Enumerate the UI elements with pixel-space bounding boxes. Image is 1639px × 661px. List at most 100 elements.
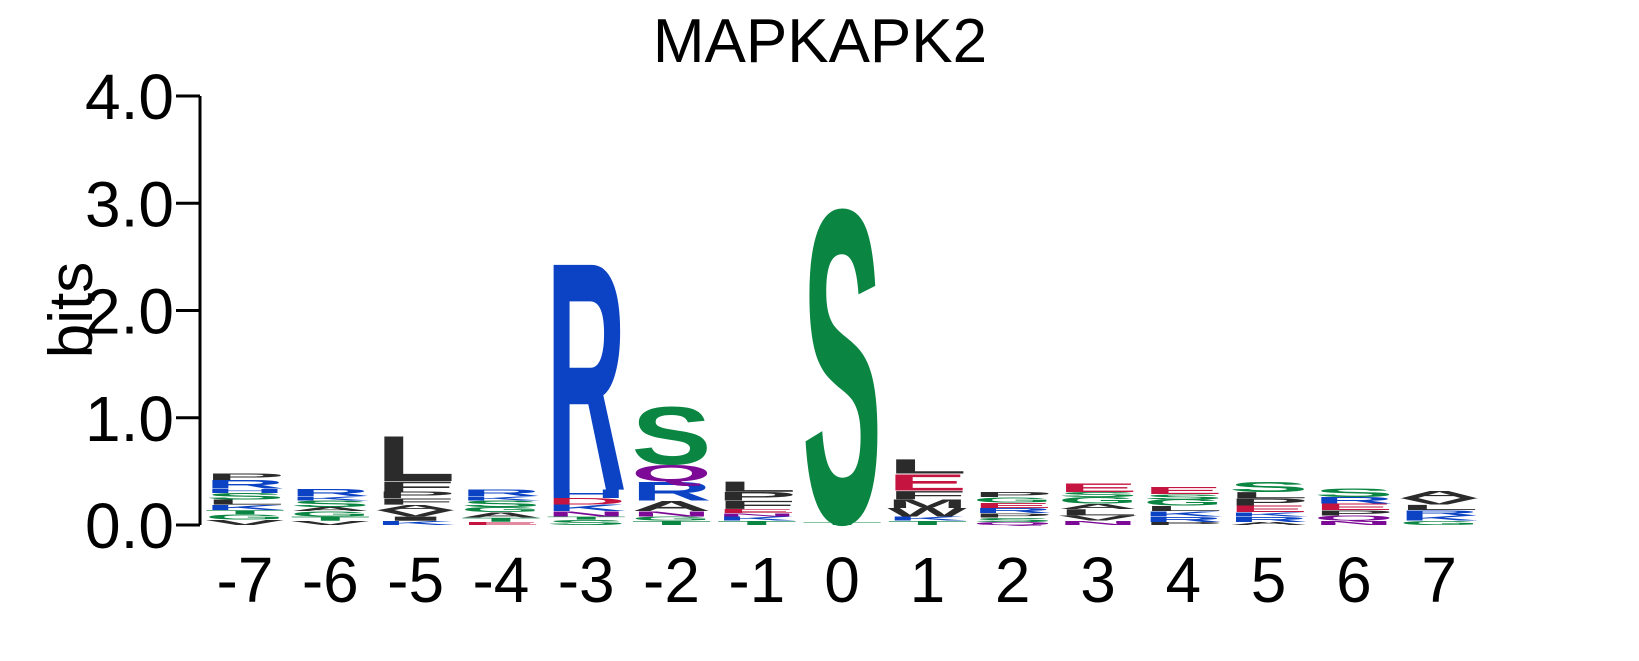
x-tick-label: 5 [1251,544,1287,616]
x-tick-label: 7 [1421,544,1457,616]
logo-stack: TS [802,116,882,617]
logo-glyph: T [717,520,797,527]
logo-glyph: L [376,422,456,495]
logo-glyph: V [1399,497,1479,507]
logo-glyph: T [632,520,712,527]
logo-glyph: R [632,477,712,507]
logo-glyph: A [376,503,456,511]
x-tick-label: -7 [217,544,274,616]
logo-glyph: I [376,515,456,522]
x-axis: -7 -6 -5 -4 -3 -2 -1 0 1 2 3 4 5 6 7 [217,544,1457,616]
logo-glyph: P [376,490,456,500]
logo-glyph: S [802,116,882,617]
logo-glyph: Q [632,460,712,487]
logo-glyph: A [290,506,370,513]
logo-glyph: P [1229,496,1309,507]
logo-glyph: G [205,513,285,521]
logo-glyph: E [973,501,1053,509]
logo-glyph: N [632,510,712,518]
x-tick-label: 6 [1336,544,1372,616]
logo-glyph: K [290,495,370,502]
logo-glyph: S [1314,487,1394,500]
logo-glyph: E [887,470,967,496]
logo-glyph: L [1143,504,1223,512]
logo-glyph: P [973,491,1053,499]
logo-glyph: N [1314,520,1394,527]
chart-title: MAPKAPK2 [653,7,987,76]
logo-glyph: R [546,194,626,560]
logo-glyph: S [632,389,712,481]
logo-glyph: R [461,488,541,498]
logo-glyph: T [290,515,370,522]
logo-glyph: L [1058,507,1138,517]
x-tick-label: -6 [302,544,359,616]
logo-glyph: G [290,510,370,518]
logo-glyph: T [461,516,541,523]
logo-glyph: V [1058,514,1138,522]
x-tick-label: -2 [643,544,700,616]
logo-glyph: G [1058,496,1138,506]
logo-glyph: P [973,512,1053,519]
logo-glyph: L [887,455,967,478]
logo-glyph: R [1143,515,1223,523]
logo-glyph: M [887,497,967,510]
logo-glyph: R [205,478,285,491]
logo-glyph: E [1314,502,1394,512]
logo-glyph: E [1143,485,1223,496]
logo-glyph: R [973,507,1053,515]
logo-glyph: T [887,520,967,527]
logo-glyph: G [1143,498,1223,508]
logo-glyph: S [461,499,541,509]
logo-glyph: S [1143,493,1223,501]
logo-glyph: G [1399,520,1479,527]
y-tick-label: 2.0 [85,276,174,348]
logo-glyph: S [290,499,370,509]
logo-glyph: A [1399,489,1479,501]
logo-glyph: F [887,489,967,502]
x-tick-label: 1 [910,544,946,616]
logo-glyph: S [1229,479,1309,495]
logo-glyph: Q [973,521,1053,526]
y-tick-label: 1.0 [85,383,174,455]
logo-glyph: G [461,506,541,514]
logo-glyph: K [887,515,967,522]
logo-glyph: L [205,498,285,506]
x-tick-label: 4 [1166,544,1202,616]
logo-glyph: A [632,498,712,515]
y-axis: 0.0 1.0 2.0 3.0 4.0 [85,61,202,562]
logo-glyph: K [376,520,456,527]
logo-glyph: A [1229,521,1309,526]
logo-glyph: F [376,478,456,494]
logo-glyph: S [546,518,626,526]
logo-glyph: E [1229,504,1309,514]
logo-glyph: P [205,472,285,482]
y-axis-label: bits [37,262,106,358]
logo-glyph: K [1229,511,1309,518]
logo-glyph: N [717,512,797,517]
logo-glyph: W [887,506,967,519]
logo-glyph: E [1058,481,1138,494]
logo-glyph: T [546,516,626,521]
logo-glyph: N [546,510,626,518]
logo-glyph: A [461,511,541,519]
logo-glyph: L [717,478,797,494]
y-tick-label: 3.0 [85,168,174,240]
x-tick-label: -4 [472,544,529,616]
logo-glyph: D [546,497,626,507]
logo-glyph: R [1314,496,1394,506]
y-tick-label: 4.0 [85,61,174,133]
logo-glyph: L [1399,503,1479,511]
logo-glyph: V [376,508,456,518]
